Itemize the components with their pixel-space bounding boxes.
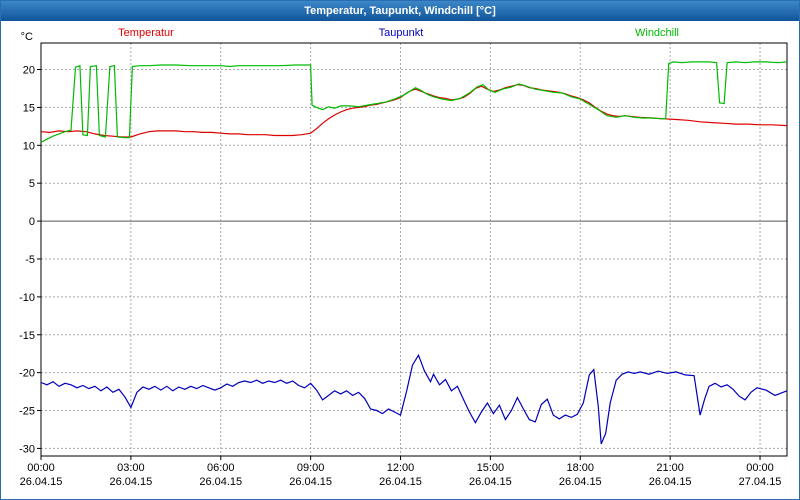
date-label: 26.04.15	[109, 476, 152, 488]
date-label: 26.04.15	[649, 476, 692, 488]
y-tick-label: -10	[19, 292, 35, 304]
plot-background	[41, 43, 787, 456]
y-tick-label: -20	[19, 368, 35, 380]
y-axis-unit-label: °C	[21, 31, 33, 43]
y-tick-label: -5	[25, 254, 35, 266]
legend-windchill: Windchill	[634, 27, 680, 39]
y-tick-label: 20	[23, 65, 35, 77]
legend-taupunkt: Taupunkt	[378, 27, 424, 39]
y-tick-label: -15	[19, 330, 35, 342]
x-tick-label: 00:00	[746, 462, 774, 474]
date-label: 26.04.15	[199, 476, 242, 488]
date-label: 26.04.15	[559, 476, 602, 488]
y-tick-label: -30	[19, 443, 35, 455]
x-tick-label: 21:00	[656, 462, 684, 474]
plot-border	[40, 42, 788, 457]
x-tick-label: 03:00	[117, 462, 145, 474]
legend-temperatur: Temperatur	[118, 27, 174, 39]
series-line-windchill	[40, 61, 788, 143]
y-tick-label: 10	[23, 140, 35, 152]
y-tick-label: 0	[29, 216, 35, 228]
series-line-temperatur	[40, 84, 788, 138]
y-tick-label: 15	[23, 102, 35, 114]
window-title: Temperatur, Taupunkt, Windchill [°C]	[304, 5, 496, 17]
x-tick-label: 15:00	[477, 462, 505, 474]
x-tick-label: 09:00	[297, 462, 325, 474]
y-tick-label: -25	[19, 406, 35, 418]
x-tick-label: 18:00	[567, 462, 595, 474]
x-tick-label: 12:00	[387, 462, 415, 474]
y-tick-label: 5	[29, 178, 35, 190]
date-label: 26.04.15	[20, 476, 63, 488]
date-label: 27.04.15	[739, 476, 782, 488]
date-label: 26.04.15	[469, 476, 512, 488]
date-label: 26.04.15	[289, 476, 332, 488]
x-tick-label: 06:00	[207, 462, 235, 474]
x-tick-label: 00:00	[27, 462, 55, 474]
chart-legend: Temperatur Taupunkt Windchill	[1, 27, 799, 41]
series-line-taupunkt	[40, 353, 788, 445]
window-titlebar[interactable]: Temperatur, Taupunkt, Windchill [°C]	[1, 1, 799, 21]
date-label: 26.04.15	[379, 476, 422, 488]
